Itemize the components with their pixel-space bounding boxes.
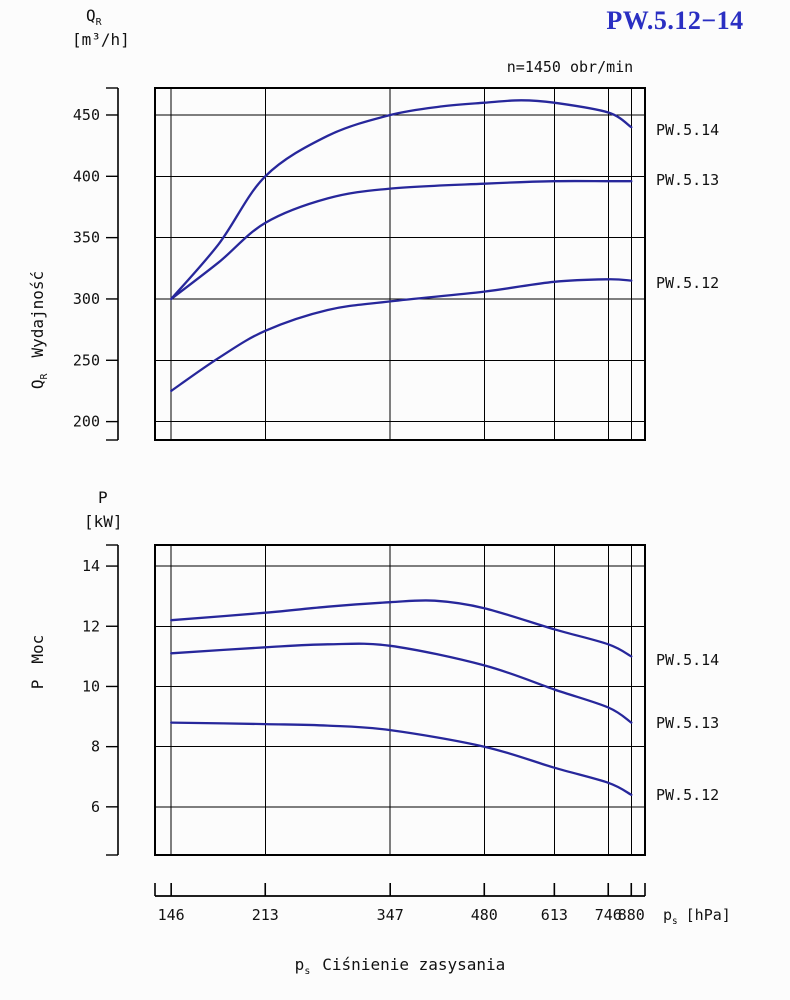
x-tick-label: 146 [157,906,185,924]
y-tick-label: 12 [82,617,100,635]
y-tick-label: 250 [73,351,100,369]
bottom-axis-unit: [kW] [84,512,123,531]
curve-label-pw514-bottom: PW.5.14 [656,651,720,669]
top-axis-symbol: QR [86,6,102,29]
y-tick-label: 14 [82,557,100,575]
top-axis-unit: [m³/h] [72,30,130,49]
power-chart: 6 8 10 12 14 [82,544,646,856]
x-axis-caption: ps Ciśnienie zasysania [294,955,506,978]
bottom-y-axis-label: PMoc [28,634,47,690]
curve-PW.5.12 [170,721,633,796]
capacity-chart: 200 250 300 350 400 450 [73,87,646,441]
curve-label-pw513-top: PW.5.13 [656,171,720,189]
page-title: PW.5.12−14 [606,6,744,35]
top-y-axis-label: QRWydajność [28,270,51,390]
x-tick-label: 213 [251,906,279,924]
y-tick-label: 300 [73,290,100,308]
curve-label-pw514-top: PW.5.14 [656,121,720,139]
x-axis-unit: ps [hPa] [663,906,731,927]
curve-PW.5.13 [170,642,633,724]
x-tick-label: 746 [594,906,622,924]
x-tick-labels: 146 213 347 480 613 746 880 [0,906,790,926]
curve-PW.5.12 [170,278,633,393]
curve-PW.5.13 [170,179,633,301]
y-tick-label: 200 [73,413,100,431]
curve-PW.5.14 [170,99,633,301]
bottom-axis-symbol: P [98,488,108,507]
x-tick-label: 613 [540,906,568,924]
curve-label-pw513-bottom: PW.5.13 [656,714,720,732]
y-tick-label: 450 [73,106,100,124]
curve-label-pw512-top: PW.5.12 [656,274,720,292]
y-tick-label: 400 [73,167,100,185]
curve-PW.5.14 [170,599,633,658]
y-tick-label: 350 [73,229,100,247]
x-axis-scale [154,883,646,897]
y-tick-label: 6 [91,798,100,816]
curve-label-pw512-bottom: PW.5.12 [656,786,720,804]
x-tick-label: 480 [470,906,498,924]
y-tick-label: 8 [91,738,100,756]
speed-label: n=1450 obr/min [506,58,634,76]
x-tick-label: 347 [376,906,404,924]
x-tick-label: 880 [617,906,645,924]
y-tick-label: 10 [82,677,100,695]
